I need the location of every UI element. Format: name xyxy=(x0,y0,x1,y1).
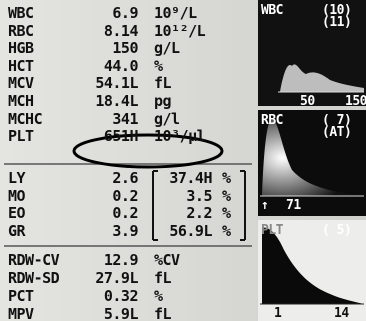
row-value: 0.32 xyxy=(60,289,138,304)
histogram-axis-label: 1 xyxy=(274,306,281,321)
row-value: 341 xyxy=(60,112,138,127)
analyzer-screen: WBC6.910⁹/LRBC8.1410¹²/LHGB150g/LHCT44.0… xyxy=(0,0,366,321)
row-label: MPV xyxy=(8,307,34,321)
histogram-axis-label: ↑ xyxy=(261,198,268,213)
row-value: 18.4L xyxy=(60,94,138,109)
row-unit: % xyxy=(222,224,231,239)
row-label: HCT xyxy=(8,59,34,74)
row-unit: fL xyxy=(154,307,171,321)
row-label: MO xyxy=(8,189,25,204)
row-unit: % xyxy=(222,206,231,221)
row-unit: 10¹²/L xyxy=(154,24,205,39)
histogram-flag: ( 5) xyxy=(322,223,351,238)
row-label: HGB xyxy=(8,41,34,56)
row-unit: pg xyxy=(154,94,171,109)
row-unit: g/l xyxy=(154,112,180,127)
row-unit: %CV xyxy=(154,253,180,268)
row-value: 651H xyxy=(60,129,138,144)
row-label: MCV xyxy=(8,76,34,91)
histogram-flag: (11) xyxy=(322,15,351,30)
row-percent: 3.5 xyxy=(160,189,212,204)
row-unit: fL xyxy=(154,76,171,91)
row-label: EO xyxy=(8,206,25,221)
row-label: RDW-SD xyxy=(8,271,59,286)
histogram-flag: (AT) xyxy=(322,125,351,140)
histogram-axis-label: 150 xyxy=(345,94,366,109)
histogram-title: RBC xyxy=(261,113,283,128)
row-label: GR xyxy=(8,224,25,239)
histogram-axis-label: 14 xyxy=(334,306,349,321)
row-value: 0.2 xyxy=(60,206,138,221)
row-unit: 10³/μl xyxy=(154,129,205,144)
row-value: 3.9 xyxy=(60,224,138,239)
row-percent: 2.2 xyxy=(160,206,212,221)
row-label: MCH xyxy=(8,94,34,109)
row-value: 8.14 xyxy=(60,24,138,39)
row-label: MCHC xyxy=(8,112,42,127)
row-label: WBC xyxy=(8,6,34,21)
histogram-axis-label: 50 xyxy=(300,94,315,109)
row-value: 27.9L xyxy=(60,271,138,286)
row-unit: g/L xyxy=(154,41,180,56)
row-percent: 37.4H xyxy=(160,171,212,186)
row-unit: fL xyxy=(154,271,171,286)
row-value: 150 xyxy=(60,41,138,56)
row-unit: 10⁹/L xyxy=(154,6,197,21)
row-value: 5.9L xyxy=(60,307,138,321)
row-label: PCT xyxy=(8,289,34,304)
row-percent: 56.9L xyxy=(160,224,212,239)
row-value: 54.1L xyxy=(60,76,138,91)
row-value: 2.6 xyxy=(60,171,138,186)
row-label: RBC xyxy=(8,24,34,39)
histogram-title: WBC xyxy=(261,3,283,18)
row-value: 44.0 xyxy=(60,59,138,74)
row-value: 6.9 xyxy=(60,6,138,21)
row-unit: % xyxy=(154,59,163,74)
row-label: LY xyxy=(8,171,25,186)
histogram-axis-label: 71 xyxy=(286,198,301,213)
row-label: PLT xyxy=(8,129,34,144)
row-label: RDW-CV xyxy=(8,253,59,268)
row-value: 0.2 xyxy=(60,189,138,204)
row-value: 12.9 xyxy=(60,253,138,268)
row-unit: % xyxy=(222,171,231,186)
histogram-title: PLT xyxy=(261,223,283,238)
row-unit: % xyxy=(222,189,231,204)
row-unit: % xyxy=(154,289,163,304)
